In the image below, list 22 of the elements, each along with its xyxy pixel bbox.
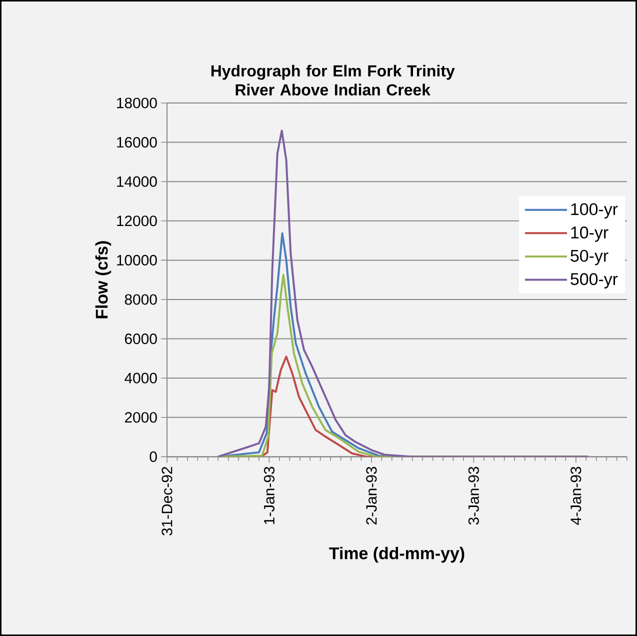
legend-label: 500-yr bbox=[570, 273, 618, 288]
y-tick-label: 18000 bbox=[117, 98, 157, 108]
chart-title: Hydrograph for Elm Fork Trinity River Above Indian Creek bbox=[211, 64, 455, 96]
y-tick-label: 6000 bbox=[125, 334, 157, 344]
x-tick-label: 1-Jan-93 bbox=[264, 466, 275, 524]
y-tick-label: 14000 bbox=[117, 176, 157, 187]
y-tick-label: 2000 bbox=[124, 412, 157, 423]
x-axis-title: Time (dd-mm-yy) bbox=[329, 546, 464, 563]
y-tick-label: 16000 bbox=[117, 136, 157, 148]
y-tick-label: 12000 bbox=[117, 216, 157, 226]
y-tick-label: 4000 bbox=[124, 372, 157, 384]
y-axis-title: Flow (cfs) bbox=[95, 241, 112, 318]
legend-label: 100-yr bbox=[571, 203, 618, 219]
y-tick-label: 8000 bbox=[124, 294, 157, 305]
legend-label: 50-yr bbox=[570, 250, 608, 266]
x-tick-label: 2-Jan-93 bbox=[366, 466, 377, 524]
x-tick-label: 3-Jan-93 bbox=[468, 466, 479, 525]
y-tick-label: 0 bbox=[150, 451, 157, 462]
x-tick-label: 4-Jan-93 bbox=[570, 466, 582, 525]
x-tick-label: 31-Dec-92 bbox=[162, 466, 172, 536]
legend-label: 10-yr bbox=[571, 226, 608, 242]
y-tick-label: 10000 bbox=[117, 254, 157, 266]
